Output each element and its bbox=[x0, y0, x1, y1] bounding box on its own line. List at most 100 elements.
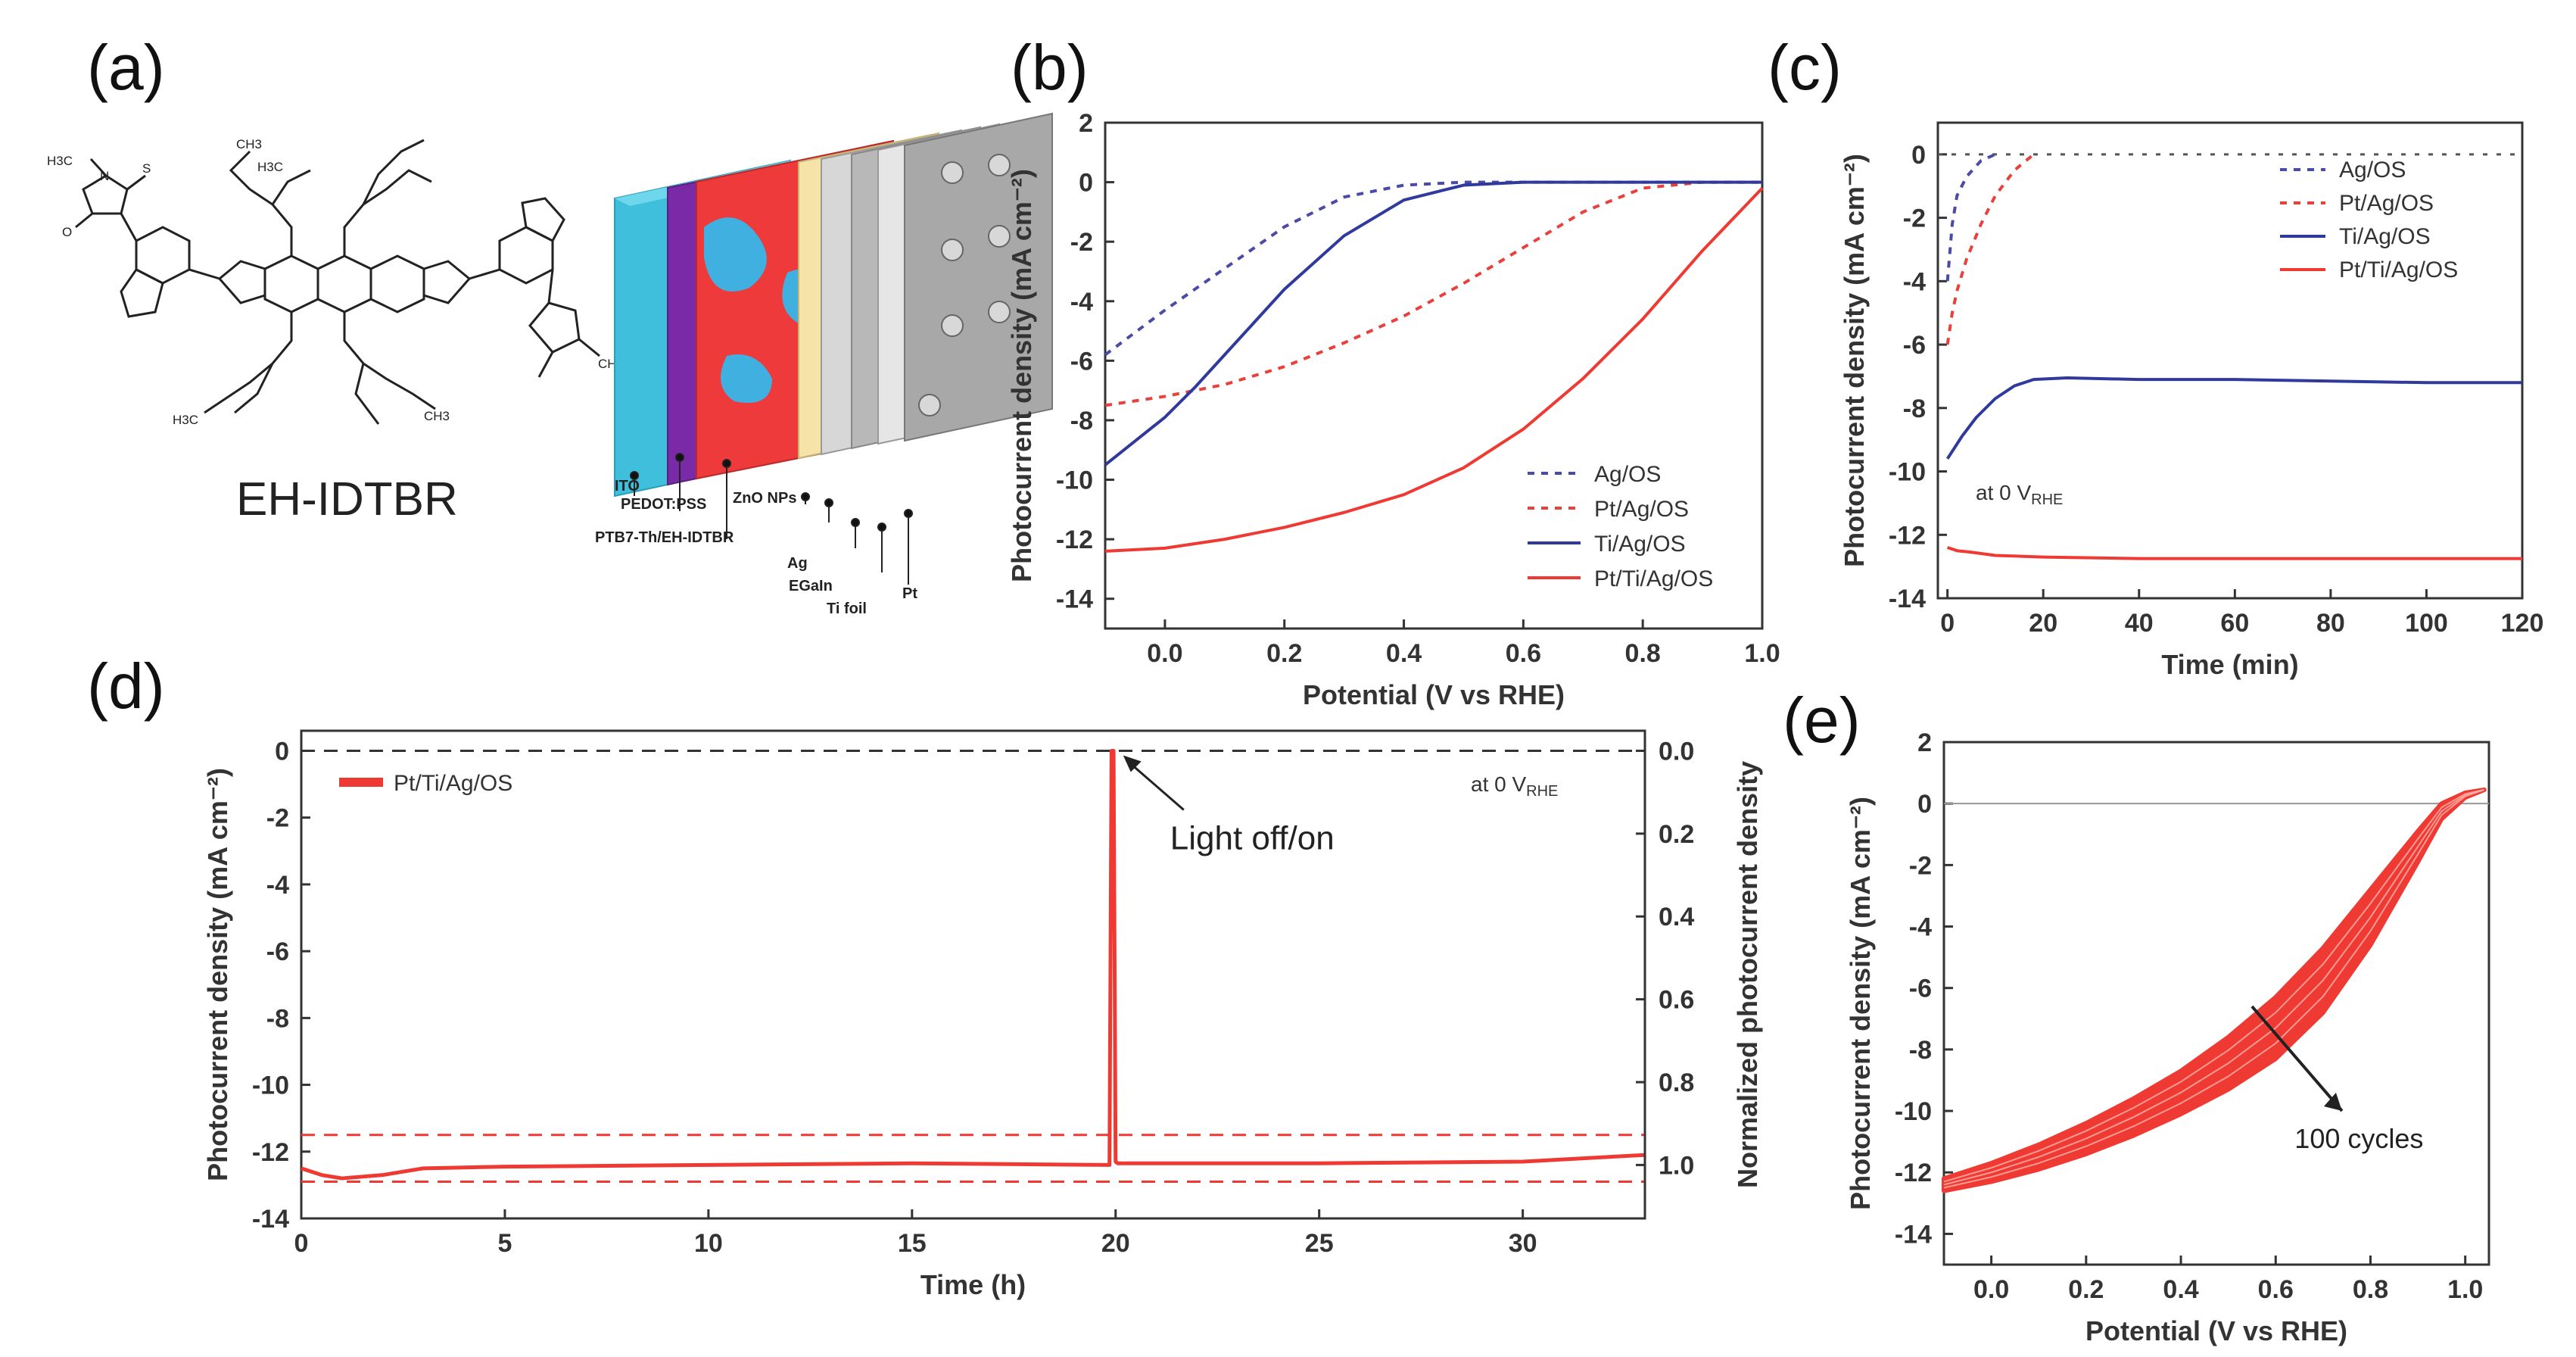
legend-label: Pt/Ti/Ag/OS bbox=[394, 771, 512, 796]
leader-dot bbox=[675, 453, 684, 462]
panel-d: (d) 0 5 10 15 20 25 30 0 -2 -4 -6 -8 -10 -12 -14 Time (… bbox=[87, 650, 1763, 1300]
right-tick-label: 0.6 bbox=[1659, 986, 1694, 1015]
legend-label: Pt/Ti/Ag/OS bbox=[2339, 257, 2458, 282]
x-tick-label: 0.0 bbox=[1973, 1275, 2009, 1304]
atom-label-ch3-top: CH3 bbox=[236, 137, 262, 151]
series-line bbox=[1947, 546, 2522, 560]
right-thiadiazole-ring bbox=[521, 197, 565, 243]
x-tick-label: 100 bbox=[2405, 609, 2448, 638]
bond-ethyl-left bbox=[89, 158, 107, 177]
legend-label: Pt/Ti/Ag/OS bbox=[1594, 566, 1713, 591]
cycle-trace bbox=[1943, 788, 2485, 1189]
x-tick-label: 80 bbox=[2316, 609, 2345, 638]
right-tick-label: 1.0 bbox=[1659, 1151, 1694, 1180]
y-tick-label: -8 bbox=[266, 1004, 289, 1033]
y-tick-label: -2 bbox=[1070, 228, 1093, 257]
molecule-name: EH-IDTBR bbox=[236, 473, 458, 526]
pt-bump bbox=[918, 394, 941, 416]
leader-dot bbox=[904, 509, 913, 518]
atom-label-h3c-left: H3C bbox=[47, 154, 73, 168]
alkyl-branch-bottom-right bbox=[354, 363, 380, 425]
layer-label-egain: EGaIn bbox=[789, 578, 833, 594]
alkyl-chain-bottom-left bbox=[204, 312, 293, 414]
annotation-arrow-head bbox=[2323, 1093, 2342, 1112]
x-tick-label: 0.0 bbox=[1147, 639, 1182, 668]
x-tick-label: 5 bbox=[497, 1229, 512, 1258]
panel-b-label: (b) bbox=[1011, 32, 1089, 103]
panel-e: (e) 0.0 0.2 0.4 0.6 0.8 1.0 2 0 -2 -4 -6 -8 -10 -12 -1… bbox=[1783, 685, 2490, 1346]
y-tick-label: -14 bbox=[1056, 585, 1093, 614]
plot-frame-b bbox=[1104, 121, 1764, 630]
y-tick-label: 0 bbox=[275, 737, 289, 766]
bond-thione-left bbox=[126, 174, 146, 191]
y-tick-label: -12 bbox=[252, 1138, 289, 1167]
panel-c: (c) 0 20 40 60 80 100 120 0 -2 -4 -6 -8 -10 -12 -14 Tim… bbox=[1768, 32, 2543, 680]
x-tick-label: 1.0 bbox=[1744, 639, 1780, 668]
y-tick-label: -8 bbox=[1903, 395, 1926, 423]
series-line bbox=[1104, 180, 1762, 407]
leader-dot bbox=[801, 492, 810, 501]
y-tick-label: 0 bbox=[1917, 790, 1932, 819]
alkyl-branch-bottom-left bbox=[234, 363, 274, 414]
bond-vinyl-right bbox=[547, 269, 554, 304]
x-tick-label: 20 bbox=[2029, 609, 2057, 638]
panel-a-label: (a) bbox=[87, 32, 165, 103]
legend-label: Pt/Ag/OS bbox=[1594, 497, 1689, 522]
pt-bumps bbox=[918, 154, 1011, 416]
idt-right-pentagon bbox=[369, 254, 425, 314]
device-stack: ITO PEDOT:PSS PTB7-Th/EH-IDTBR ZnO NPs A… bbox=[595, 112, 1053, 617]
atom-label-o-left: O bbox=[62, 225, 72, 239]
left-rhodanine-ring bbox=[82, 174, 129, 215]
alkyl-chain-top-left bbox=[229, 150, 293, 256]
plot-frame-e bbox=[1942, 741, 2490, 1266]
layer-leader-lines bbox=[630, 453, 913, 585]
x-tick-label: 0.6 bbox=[1506, 639, 1541, 668]
layer-label-pt: Pt bbox=[902, 585, 917, 602]
bond-idt-btd-right bbox=[469, 268, 500, 280]
molecule-structure bbox=[75, 139, 600, 425]
pt-bump bbox=[941, 314, 964, 337]
layer-label-ag: Ag bbox=[787, 555, 808, 572]
chart-e: 0.0 0.2 0.4 0.6 0.8 1.0 2 0 -2 -4 -6 -8 -10 -12 -14 Pot… bbox=[1845, 728, 2490, 1346]
alkyl-branch-top-left bbox=[271, 169, 311, 205]
layer-label-active: PTB7-Th/EH-IDTBR bbox=[595, 529, 734, 546]
x-axis-label: Potential (V vs RHE) bbox=[1303, 679, 1565, 710]
condition-annotation: at 0 VRHE bbox=[1471, 772, 1558, 800]
leader-dot bbox=[824, 498, 833, 507]
y-axis-label: Photocurrent density (mA cm⁻²) bbox=[1845, 797, 1876, 1210]
y-tick-label: -4 bbox=[1070, 288, 1093, 317]
x-tick-label: 0.2 bbox=[1266, 639, 1302, 668]
x-axis-label: Time (min) bbox=[2161, 649, 2298, 680]
right-thiophene-ring bbox=[422, 260, 472, 304]
x-tick-label: 25 bbox=[1305, 1229, 1334, 1258]
x-tick-label: 30 bbox=[1509, 1229, 1537, 1258]
cycle-trace bbox=[1943, 788, 2484, 1183]
annotation-arrow-head bbox=[1123, 755, 1142, 772]
left-thiadiazole-ring bbox=[120, 268, 164, 318]
x-tick-label: 120 bbox=[2501, 609, 2544, 638]
y-tick-label: 0 bbox=[1079, 169, 1093, 198]
y-tick-label: -12 bbox=[1056, 526, 1093, 554]
right-tick-label: 0.0 bbox=[1659, 737, 1694, 766]
x-tick-label: 20 bbox=[1101, 1229, 1130, 1258]
y-tick-label: -4 bbox=[1909, 913, 1932, 942]
atom-label-s-left: S bbox=[142, 161, 151, 176]
idt-left-pentagon bbox=[263, 254, 319, 314]
y-tick-label: -14 bbox=[252, 1205, 289, 1234]
right-rhodanine-ring bbox=[528, 301, 581, 354]
right-axis-label: Normalized photocurrent density bbox=[1732, 761, 1763, 1188]
y-tick-label: -10 bbox=[1056, 466, 1093, 495]
layer-label-zno: ZnO NPs bbox=[733, 490, 796, 507]
x-axis-label: Time (h) bbox=[920, 1269, 1026, 1300]
annotation-subscript: RHE bbox=[2031, 491, 2063, 508]
right-tick-label: 0.4 bbox=[1659, 903, 1694, 931]
chart-d: 0 5 10 15 20 25 30 0 -2 -4 -6 -8 -10 -12 -14 Time (h) Ph… bbox=[202, 729, 1763, 1300]
chart-c: 0 20 40 60 80 100 120 0 -2 -4 -6 -8 -10 -12 -14 Time (m… bbox=[1839, 121, 2544, 680]
layer-label-pedot: PEDOT:PSS bbox=[621, 496, 706, 513]
series-line bbox=[1104, 180, 1762, 466]
y-tick-label: -10 bbox=[1895, 1097, 1932, 1126]
x-tick-label: 10 bbox=[694, 1229, 723, 1258]
layer-label-ti: Ti foil bbox=[827, 601, 867, 617]
alkyl-branch-top-right bbox=[362, 139, 425, 205]
y-tick-label: -2 bbox=[1909, 851, 1932, 880]
